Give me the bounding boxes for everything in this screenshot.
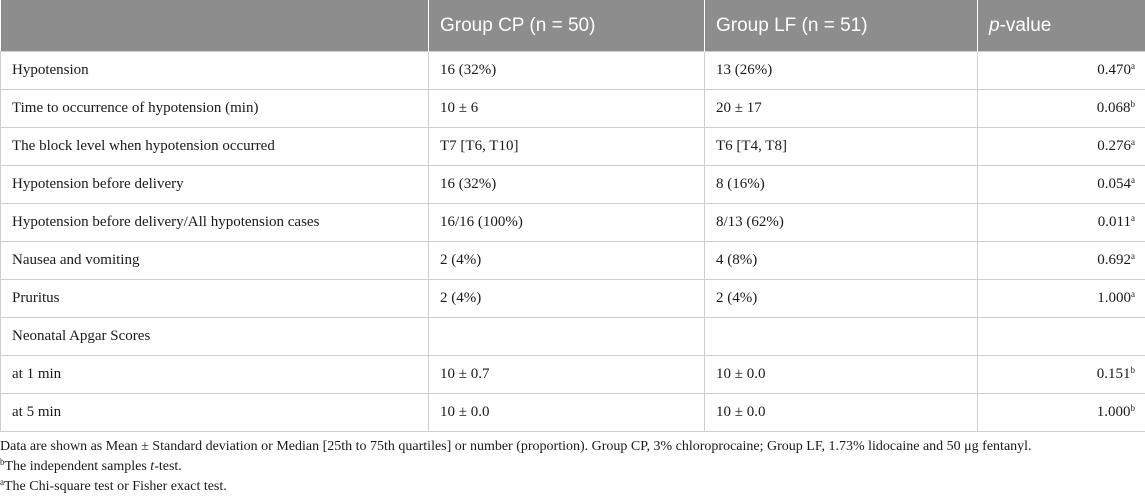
cell-p-value: 0.151b bbox=[977, 355, 1145, 394]
cell-p-value: 0.054a bbox=[977, 165, 1145, 204]
header-p-italic: p bbox=[989, 14, 1000, 36]
p-value: 1.000 bbox=[1097, 290, 1131, 306]
p-value: 0.276 bbox=[1097, 138, 1131, 154]
cell-group-cp: 10 ± 0.0 bbox=[428, 393, 705, 432]
table-row: at 1 min 10 ± 0.7 10 ± 0.0 0.151b bbox=[0, 355, 1145, 394]
header-col-group-cp: Group CP (n = 50) bbox=[428, 0, 705, 52]
cell-group-lf: 13 (26%) bbox=[704, 51, 978, 90]
table-row: Nausea and vomiting 2 (4%) 4 (8%) 0.692a bbox=[0, 241, 1145, 280]
table-row: at 5 min 10 ± 0.0 10 ± 0.0 1.000b bbox=[0, 393, 1145, 432]
p-footnote-marker: b bbox=[1130, 403, 1136, 413]
p-footnote-marker: a bbox=[1131, 137, 1135, 147]
cell-group-lf: 10 ± 0.0 bbox=[704, 393, 978, 432]
header-col-group-lf: Group LF (n = 51) bbox=[704, 0, 978, 52]
row-label: Hypotension before delivery bbox=[0, 165, 429, 204]
row-label: Hypotension before delivery/All hypotens… bbox=[0, 203, 429, 242]
cell-p-value: 0.276a bbox=[977, 127, 1145, 166]
cell-group-cp: 16 (32%) bbox=[428, 165, 705, 204]
p-value: 0.011 bbox=[1097, 214, 1131, 230]
row-label: The block level when hypotension occurre… bbox=[0, 127, 429, 166]
p-value: 0.068 bbox=[1096, 100, 1131, 116]
cell-group-lf: 10 ± 0.0 bbox=[704, 355, 978, 394]
cell-p-value: 0.470a bbox=[977, 51, 1145, 90]
cell-group-lf: 20 ± 17 bbox=[704, 89, 978, 128]
cell-group-cp: 16/16 (100%) bbox=[428, 203, 705, 242]
cell-p-value bbox=[977, 317, 1145, 356]
row-label: at 1 min bbox=[0, 355, 429, 394]
p-footnote-marker: a bbox=[1131, 289, 1135, 299]
footnote-a-text: The Chi-square test or Fisher exact test… bbox=[4, 479, 227, 494]
row-label: Pruritus bbox=[0, 279, 429, 318]
table-row: Neonatal Apgar Scores bbox=[0, 317, 1145, 356]
p-value: 0.470 bbox=[1097, 62, 1131, 78]
table-row: Time to occurrence of hypotension (min) … bbox=[0, 89, 1145, 128]
cell-group-cp: 2 (4%) bbox=[428, 241, 705, 280]
footnote-b-marker: b bbox=[0, 457, 5, 467]
p-footnote-marker: a bbox=[1131, 61, 1135, 71]
table-row: Hypotension before delivery/All hypotens… bbox=[0, 203, 1145, 242]
results-table-container: Group CP (n = 50) Group LF (n = 51) p-va… bbox=[0, 0, 1145, 432]
p-value: 0.151 bbox=[1096, 366, 1131, 382]
row-label: at 5 min bbox=[0, 393, 429, 432]
header-col-p-value: p-value bbox=[977, 0, 1145, 52]
footnote-a: aThe Chi-square test or Fisher exact tes… bbox=[0, 477, 1145, 497]
row-label: Time to occurrence of hypotension (min) bbox=[0, 89, 429, 128]
table-row: The block level when hypotension occurre… bbox=[0, 127, 1145, 166]
cell-p-value: 0.692a bbox=[977, 241, 1145, 280]
cell-group-cp: 10 ± 6 bbox=[428, 89, 705, 128]
cell-group-lf: 2 (4%) bbox=[704, 279, 978, 318]
cell-group-lf bbox=[704, 317, 978, 356]
cell-group-lf: 8 (16%) bbox=[704, 165, 978, 204]
results-table: Group CP (n = 50) Group LF (n = 51) p-va… bbox=[0, 0, 1145, 432]
table-row: Pruritus 2 (4%) 2 (4%) 1.000a bbox=[0, 279, 1145, 318]
cell-p-value: 1.000b bbox=[977, 393, 1145, 432]
p-footnote-marker: a bbox=[1131, 175, 1135, 185]
row-label: Nausea and vomiting bbox=[0, 241, 429, 280]
cell-group-cp: 10 ± 0.7 bbox=[428, 355, 705, 394]
p-footnote-marker: a bbox=[1131, 213, 1135, 223]
row-label: Neonatal Apgar Scores bbox=[0, 317, 429, 356]
cell-group-cp: 16 (32%) bbox=[428, 51, 705, 90]
p-value: 0.692 bbox=[1097, 252, 1131, 268]
cell-group-cp: 2 (4%) bbox=[428, 279, 705, 318]
cell-group-cp: T7 [T6, T10] bbox=[428, 127, 705, 166]
p-value: 0.054 bbox=[1097, 176, 1131, 192]
row-label: Hypotension bbox=[0, 51, 429, 90]
cell-p-value: 0.068b bbox=[977, 89, 1145, 128]
cell-p-value: 1.000a bbox=[977, 279, 1145, 318]
table-header-row: Group CP (n = 50) Group LF (n = 51) p-va… bbox=[0, 0, 1145, 52]
table-footnotes: Data are shown as Mean ± Standard deviat… bbox=[0, 437, 1145, 497]
table-row: Hypotension 16 (32%) 13 (26%) 0.470a bbox=[0, 51, 1145, 90]
cell-group-lf: T6 [T4, T8] bbox=[704, 127, 978, 166]
p-footnote-marker: b bbox=[1130, 365, 1136, 375]
cell-p-value: 0.011a bbox=[977, 203, 1145, 242]
header-col-outcome bbox=[0, 0, 429, 52]
footnote-main: Data are shown as Mean ± Standard deviat… bbox=[0, 439, 1032, 454]
cell-group-lf: 4 (8%) bbox=[704, 241, 978, 280]
footnote-a-marker: a bbox=[0, 477, 4, 487]
footnote-b: bThe independent samples t-test. bbox=[0, 457, 1145, 477]
footnote-b-post: -test. bbox=[154, 459, 182, 474]
p-footnote-marker: b bbox=[1130, 99, 1136, 109]
footnote-b-pre: The independent samples bbox=[4, 459, 151, 474]
table-row: Hypotension before delivery 16 (32%) 8 (… bbox=[0, 165, 1145, 204]
p-footnote-marker: a bbox=[1131, 251, 1135, 261]
footnote-b-italic: t bbox=[150, 459, 155, 474]
cell-group-cp bbox=[428, 317, 705, 356]
header-p-rest: -value bbox=[999, 14, 1052, 36]
cell-group-lf: 8/13 (62%) bbox=[704, 203, 978, 242]
p-value: 1.000 bbox=[1096, 404, 1131, 420]
